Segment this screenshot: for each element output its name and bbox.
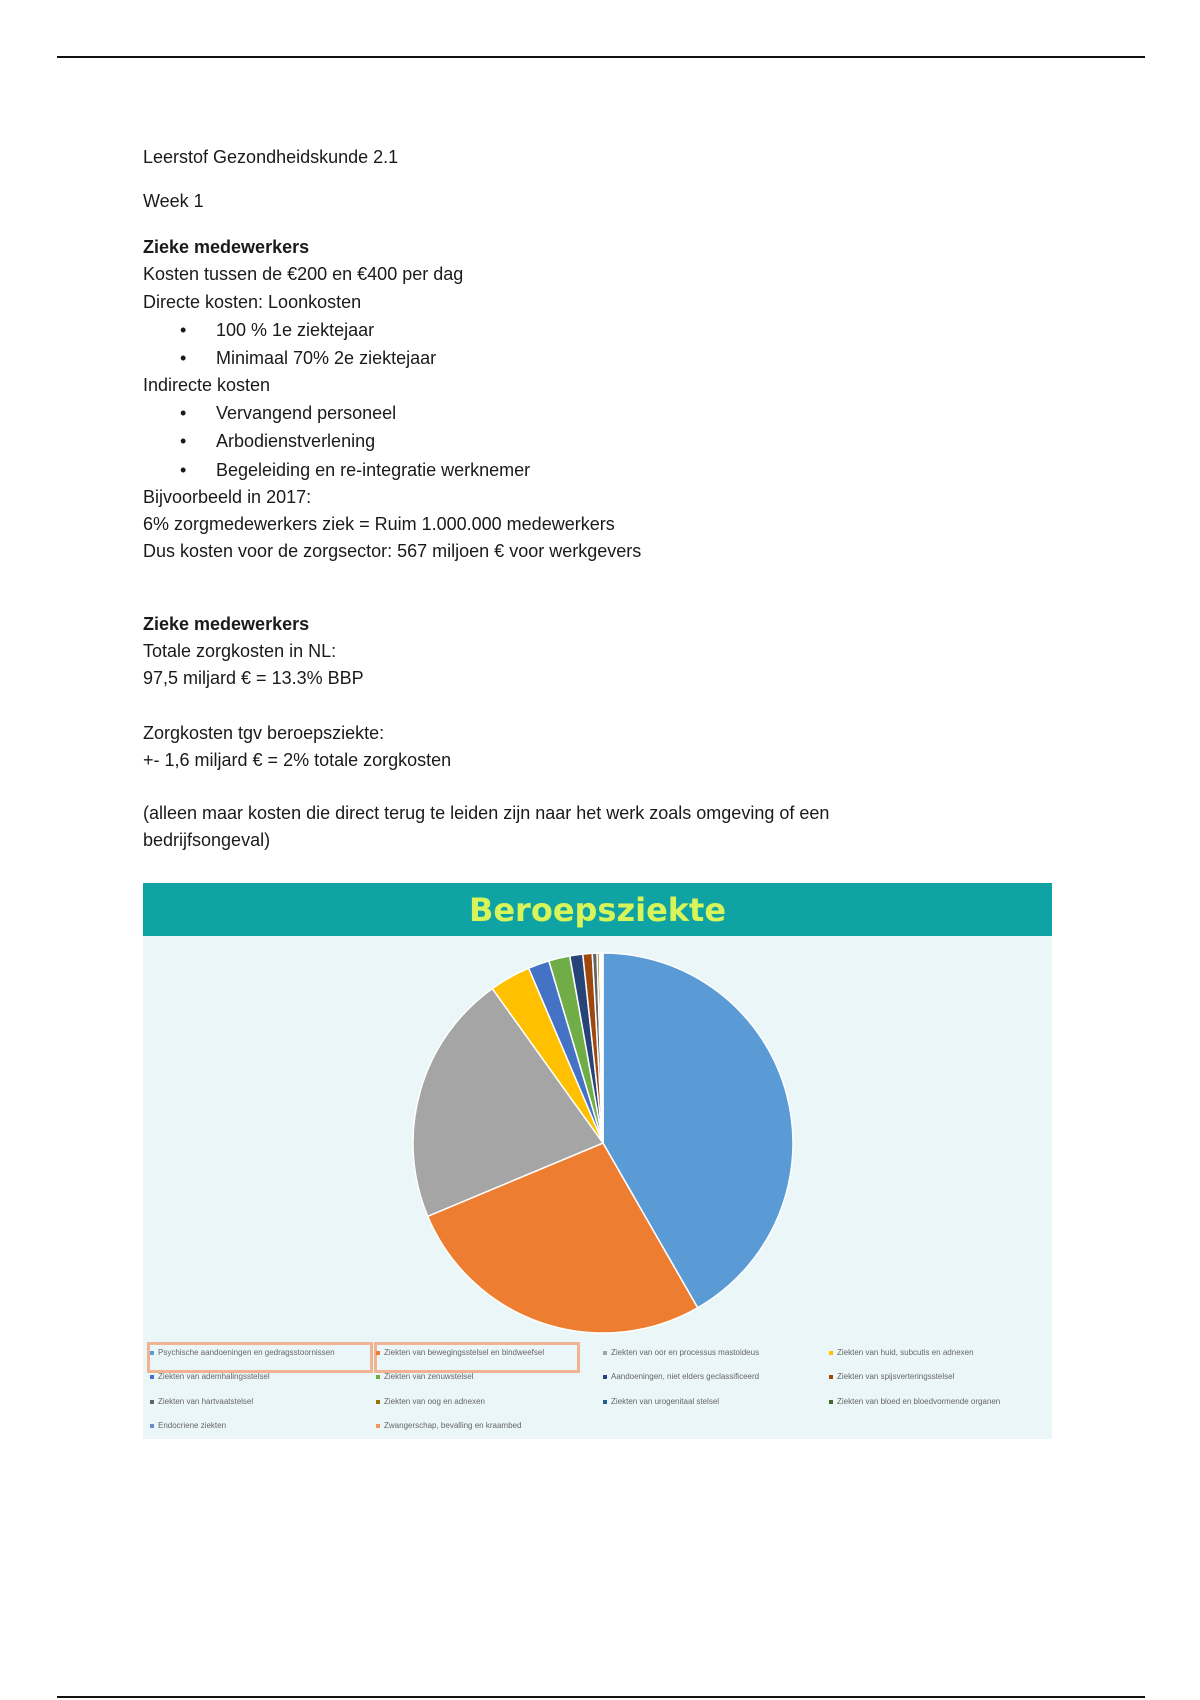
legend-label: Ziekten van spijsverteringsstelsel bbox=[837, 1372, 955, 1381]
legend-label: Ziekten van hartvaatstelsel bbox=[158, 1397, 254, 1406]
legend-item: Ziekten van oor en processus mastoideus bbox=[603, 1348, 759, 1357]
legend-label: Ziekten van bloed en bloedvormende organ… bbox=[837, 1397, 1001, 1406]
legend-label: Ziekten van zenuwstelsel bbox=[384, 1372, 474, 1381]
text-line: Zorgkosten tgv beroepsziekte: bbox=[143, 723, 385, 743]
legend-swatch bbox=[150, 1423, 154, 1428]
pie-slice bbox=[426, 1142, 699, 1334]
header-rule bbox=[57, 56, 1145, 58]
legend-label: Ziekten van oog en adnexen bbox=[384, 1397, 485, 1406]
legend-swatch bbox=[603, 1374, 607, 1379]
legend-swatch bbox=[376, 1374, 380, 1379]
legend-item: Ziekten van urogenitaal stelsel bbox=[603, 1397, 719, 1406]
document-title: Leerstof Gezondheidskunde 2.1 bbox=[143, 147, 399, 167]
bullet-icon: • bbox=[180, 403, 187, 423]
bullet-icon: • bbox=[180, 348, 187, 368]
legend-swatch bbox=[603, 1350, 607, 1355]
legend-label: Ziekten van bewegingsstelsel en bindweef… bbox=[384, 1348, 545, 1357]
bullet-item: Minimaal 70% 2e ziektejaar bbox=[216, 348, 437, 368]
pie-chart bbox=[412, 952, 794, 1334]
text-line: +- 1,6 miljard € = 2% totale zorgkosten bbox=[143, 750, 452, 770]
text-line: (alleen maar kosten die direct terug te … bbox=[143, 803, 830, 823]
text-line: Dus kosten voor de zorgsector: 567 miljo… bbox=[143, 541, 642, 561]
legend-swatch bbox=[376, 1423, 380, 1428]
legend-swatch bbox=[150, 1374, 154, 1379]
legend-item: Ziekten van zenuwstelsel bbox=[376, 1372, 473, 1381]
text-line: Kosten tussen de €200 en €400 per dag bbox=[143, 264, 464, 284]
bullet-icon: • bbox=[180, 431, 187, 451]
legend-swatch bbox=[829, 1374, 833, 1379]
legend-swatch bbox=[376, 1399, 380, 1404]
week-label: Week 1 bbox=[143, 191, 204, 211]
legend-label: Ziekten van oor en processus mastoideus bbox=[611, 1348, 760, 1357]
bullet-item: Begeleiding en re-integratie werknemer bbox=[216, 460, 531, 480]
bullet-item: Arbodienstverlening bbox=[216, 431, 376, 451]
legend-item: Ziekten van bloed en bloedvormende organ… bbox=[829, 1397, 1000, 1406]
legend-item: Ziekten van huid, subcutis en adnexen bbox=[829, 1348, 974, 1357]
legend-swatch bbox=[150, 1350, 154, 1355]
legend-swatch bbox=[829, 1350, 833, 1355]
legend-swatch bbox=[829, 1399, 833, 1404]
legend-highlight-box bbox=[374, 1342, 580, 1373]
legend-item: Psychische aandoeningen en gedragsstoorn… bbox=[150, 1348, 335, 1357]
pie-slice bbox=[602, 952, 794, 1309]
pie-slice bbox=[412, 987, 605, 1218]
legend-item: Ziekten van spijsverteringsstelsel bbox=[829, 1372, 954, 1381]
legend-swatch bbox=[376, 1350, 380, 1355]
text-line: Directe kosten: Loonkosten bbox=[143, 292, 362, 312]
legend-label: Zwangerschap, bevalling en kraambed bbox=[384, 1421, 522, 1430]
chart-title: Beroepsziekte bbox=[468, 890, 727, 929]
text-line: 97,5 miljard € = 13.3% BBP bbox=[143, 668, 364, 688]
legend-item: Ziekten van bewegingsstelsel en bindweef… bbox=[376, 1348, 544, 1357]
chart-header: Beroepsziekte bbox=[143, 883, 1052, 936]
bullet-item: 100 % 1e ziektejaar bbox=[216, 320, 375, 340]
legend-label: Ziekten van ademhalingsstelsel bbox=[158, 1372, 270, 1381]
text-line: 6% zorgmedewerkers ziek = Ruim 1.000.000… bbox=[143, 514, 615, 534]
legend-item: Ziekten van hartvaatstelsel bbox=[150, 1397, 253, 1406]
text-line: Bijvoorbeeld in 2017: bbox=[143, 487, 312, 507]
legend-label: Ziekten van huid, subcutis en adnexen bbox=[837, 1348, 974, 1357]
legend-item: Zwangerschap, bevalling en kraambed bbox=[376, 1421, 521, 1430]
pie-slice bbox=[601, 952, 604, 1144]
legend-swatch bbox=[150, 1399, 154, 1404]
section-heading: Zieke medewerkers bbox=[143, 237, 310, 257]
legend-label: Ziekten van urogenitaal stelsel bbox=[611, 1397, 720, 1406]
legend-label: Aandoeningen, niet elders geclassificeer… bbox=[611, 1372, 760, 1381]
legend-item: Aandoeningen, niet elders geclassificeer… bbox=[603, 1372, 759, 1381]
footer-rule bbox=[57, 1696, 1145, 1698]
legend-highlight-box bbox=[147, 1342, 373, 1373]
bullet-item: Vervangend personeel bbox=[216, 403, 397, 423]
legend-item: Ziekten van ademhalingsstelsel bbox=[150, 1372, 270, 1381]
legend-label: Psychische aandoeningen en gedragsstoorn… bbox=[158, 1348, 335, 1357]
legend-swatch bbox=[603, 1399, 607, 1404]
text-line: Indirecte kosten bbox=[143, 375, 271, 395]
legend-item: Endocriene ziekten bbox=[150, 1421, 226, 1430]
pie-chart-image: Beroepsziekte Psychische aandoeningen en… bbox=[143, 883, 1052, 1439]
section-heading: Zieke medewerkers bbox=[143, 614, 310, 634]
bullet-icon: • bbox=[180, 460, 187, 480]
legend-label: Endocriene ziekten bbox=[158, 1421, 227, 1430]
legend-item: Ziekten van oog en adnexen bbox=[376, 1397, 485, 1406]
text-line: bedrijfsongeval) bbox=[143, 830, 271, 850]
text-line: Totale zorgkosten in NL: bbox=[143, 641, 337, 661]
bullet-icon: • bbox=[180, 320, 187, 340]
